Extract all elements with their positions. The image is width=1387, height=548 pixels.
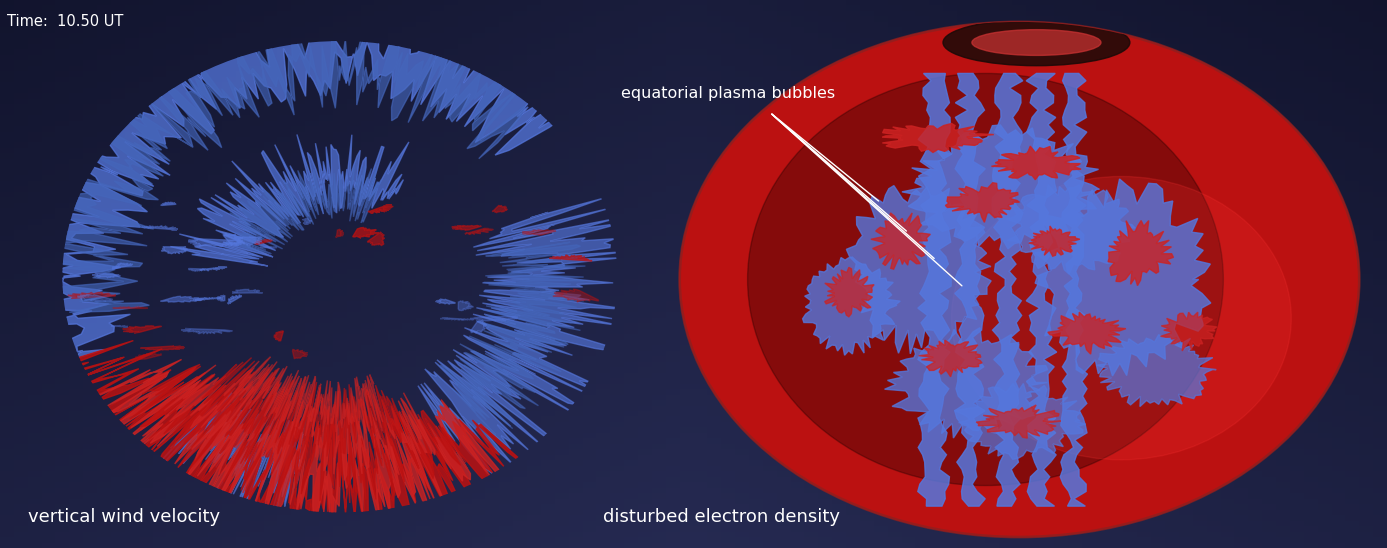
Ellipse shape	[748, 73, 1223, 486]
Polygon shape	[189, 269, 204, 271]
Polygon shape	[440, 318, 473, 320]
Polygon shape	[171, 134, 409, 266]
Polygon shape	[112, 263, 133, 269]
Polygon shape	[122, 326, 161, 333]
Polygon shape	[182, 329, 233, 334]
Polygon shape	[417, 198, 628, 473]
Polygon shape	[352, 227, 379, 238]
Polygon shape	[1108, 220, 1173, 286]
Polygon shape	[293, 350, 308, 358]
Polygon shape	[49, 340, 528, 541]
Polygon shape	[225, 357, 383, 436]
Polygon shape	[200, 267, 227, 271]
Polygon shape	[918, 340, 982, 377]
Polygon shape	[227, 295, 241, 304]
Text: Time:  10.50 UT: Time: 10.50 UT	[7, 14, 123, 28]
Polygon shape	[465, 229, 494, 235]
Polygon shape	[111, 326, 128, 327]
Polygon shape	[846, 186, 992, 354]
Polygon shape	[452, 225, 481, 230]
Polygon shape	[882, 123, 994, 152]
Polygon shape	[223, 233, 244, 246]
Polygon shape	[140, 346, 184, 350]
Polygon shape	[368, 232, 384, 246]
Polygon shape	[1035, 179, 1211, 376]
Polygon shape	[161, 247, 187, 254]
Polygon shape	[1060, 73, 1087, 506]
Polygon shape	[141, 226, 178, 230]
Polygon shape	[302, 219, 312, 224]
Polygon shape	[112, 307, 148, 309]
Polygon shape	[902, 125, 1100, 249]
Polygon shape	[336, 229, 344, 238]
Polygon shape	[803, 257, 900, 355]
Polygon shape	[470, 321, 487, 333]
Polygon shape	[946, 182, 1019, 222]
Ellipse shape	[972, 30, 1101, 55]
Polygon shape	[871, 213, 931, 269]
Polygon shape	[954, 73, 985, 506]
Polygon shape	[232, 289, 262, 293]
Polygon shape	[825, 267, 874, 317]
Polygon shape	[201, 358, 408, 459]
Ellipse shape	[951, 176, 1291, 460]
Polygon shape	[160, 393, 304, 509]
Polygon shape	[78, 295, 112, 301]
Text: equatorial plasma bubbles: equatorial plasma bubbles	[621, 85, 835, 101]
Ellipse shape	[943, 19, 1130, 66]
Polygon shape	[523, 230, 556, 235]
Polygon shape	[196, 298, 221, 300]
Ellipse shape	[62, 41, 617, 512]
Polygon shape	[259, 247, 277, 248]
Ellipse shape	[680, 22, 1359, 537]
Polygon shape	[17, 5, 592, 360]
Polygon shape	[161, 296, 204, 302]
Polygon shape	[1007, 185, 1135, 274]
Polygon shape	[885, 328, 1047, 438]
Polygon shape	[470, 316, 517, 321]
Polygon shape	[161, 202, 176, 206]
Polygon shape	[164, 365, 436, 481]
Polygon shape	[368, 205, 394, 213]
Polygon shape	[1161, 312, 1216, 351]
Polygon shape	[992, 73, 1024, 506]
Polygon shape	[68, 293, 117, 298]
Polygon shape	[1096, 335, 1216, 407]
Polygon shape	[26, 19, 533, 312]
Polygon shape	[1047, 312, 1126, 354]
Polygon shape	[549, 255, 592, 261]
Polygon shape	[492, 206, 508, 213]
Polygon shape	[954, 384, 1086, 459]
Polygon shape	[1026, 73, 1057, 506]
Polygon shape	[218, 295, 225, 301]
Polygon shape	[436, 299, 455, 304]
Polygon shape	[1029, 226, 1080, 256]
Polygon shape	[82, 359, 508, 535]
Polygon shape	[226, 165, 381, 254]
Polygon shape	[992, 146, 1080, 180]
Polygon shape	[129, 364, 466, 503]
Polygon shape	[273, 331, 283, 341]
Polygon shape	[136, 353, 161, 359]
Polygon shape	[440, 242, 585, 435]
Polygon shape	[92, 273, 121, 278]
Polygon shape	[254, 239, 272, 244]
Polygon shape	[976, 405, 1061, 438]
Text: vertical wind velocity: vertical wind velocity	[28, 508, 221, 526]
Polygon shape	[553, 289, 599, 302]
Text: disturbed electron density: disturbed electron density	[603, 508, 841, 526]
Polygon shape	[918, 73, 951, 506]
Polygon shape	[458, 301, 473, 311]
Polygon shape	[189, 239, 237, 247]
Polygon shape	[234, 237, 262, 246]
